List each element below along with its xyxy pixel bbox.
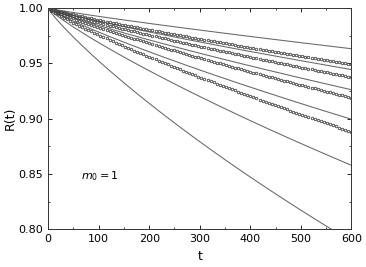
X-axis label: t: t xyxy=(197,250,202,263)
Text: $m_0 = 1$: $m_0 = 1$ xyxy=(81,170,119,183)
Y-axis label: R(t): R(t) xyxy=(4,107,17,131)
